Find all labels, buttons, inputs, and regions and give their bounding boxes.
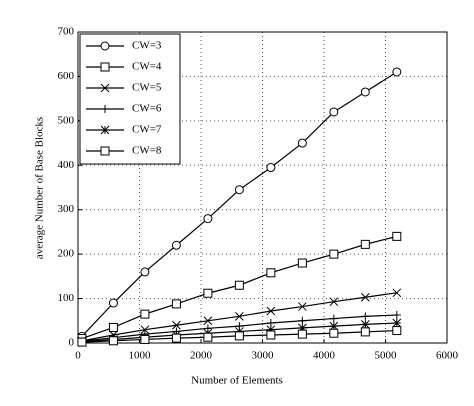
- marker: [266, 268, 276, 278]
- x-tick-label: 2000: [190, 350, 213, 362]
- marker: [203, 332, 213, 342]
- marker: [392, 67, 402, 77]
- marker: [203, 214, 213, 224]
- y-tick-label: 100: [58, 292, 75, 304]
- legend-label: CW=7: [132, 124, 162, 136]
- y-tick-label: 300: [58, 203, 75, 215]
- marker: [266, 306, 276, 316]
- marker: [392, 318, 402, 328]
- marker: [361, 312, 370, 321]
- marker: [171, 240, 181, 250]
- legend-marker: [100, 125, 110, 135]
- marker: [108, 336, 118, 346]
- marker: [392, 231, 402, 241]
- marker: [140, 325, 150, 335]
- marker: [329, 314, 338, 323]
- legend-label: CW=4: [132, 61, 162, 73]
- y-axis-label: average Number of Base Blocks: [34, 117, 46, 259]
- x-tick-label: 3000: [252, 350, 275, 362]
- marker: [360, 239, 370, 249]
- marker: [329, 297, 339, 307]
- legend-label: CW=8: [132, 145, 162, 157]
- marker: [297, 329, 307, 339]
- marker: [297, 302, 307, 311]
- marker: [234, 280, 244, 290]
- y-tick-label: 200: [58, 248, 75, 260]
- marker: [171, 333, 181, 343]
- marker: [234, 185, 244, 195]
- marker: [108, 322, 118, 332]
- y-tick-label: 400: [58, 159, 75, 171]
- marker: [297, 258, 307, 268]
- legend-label: CW=3: [132, 40, 162, 52]
- marker: [329, 321, 339, 331]
- marker: [266, 330, 276, 340]
- x-tick-label: 1000: [129, 350, 152, 362]
- y-tick-label: 600: [58, 70, 75, 82]
- plot-frame: [77, 31, 448, 344]
- marker: [360, 87, 370, 97]
- marker: [108, 298, 118, 308]
- x-tick-label: 5000: [375, 350, 398, 362]
- marker: [203, 316, 213, 326]
- marker: [329, 328, 339, 338]
- legend-marker: [100, 41, 110, 51]
- y-tick-label: 700: [58, 26, 75, 38]
- legend-label: CW=6: [132, 103, 162, 115]
- y-tick-label: 500: [58, 114, 75, 126]
- x-axis-label: Number of Elements: [191, 375, 283, 387]
- marker: [172, 320, 181, 330]
- marker: [392, 326, 402, 336]
- legend-marker: [101, 105, 109, 113]
- marker: [329, 107, 339, 117]
- marker: [140, 267, 150, 277]
- legend-marker: [100, 83, 110, 93]
- marker: [266, 325, 276, 335]
- legend-marker: [100, 62, 110, 72]
- marker: [235, 311, 244, 321]
- marker: [234, 331, 244, 341]
- marker: [140, 309, 150, 319]
- x-tick-label: 0: [75, 350, 81, 362]
- x-tick-label: 4000: [313, 350, 336, 362]
- marker: [360, 327, 370, 337]
- x-tick-label: 6000: [436, 350, 459, 362]
- marker: [360, 292, 370, 302]
- marker: [171, 299, 181, 309]
- marker: [266, 163, 276, 173]
- marker: [329, 249, 339, 259]
- legend-box: [79, 33, 181, 165]
- marker: [203, 288, 213, 298]
- marker: [297, 138, 307, 148]
- marker: [392, 288, 402, 298]
- legend-marker: [100, 146, 110, 156]
- marker: [298, 316, 307, 325]
- marker: [392, 311, 401, 320]
- marker: [297, 323, 307, 333]
- marker: [140, 334, 150, 344]
- y-tick-label: 0: [69, 337, 75, 349]
- marker: [360, 319, 370, 329]
- legend-label: CW=5: [132, 82, 162, 94]
- marker: [77, 337, 87, 347]
